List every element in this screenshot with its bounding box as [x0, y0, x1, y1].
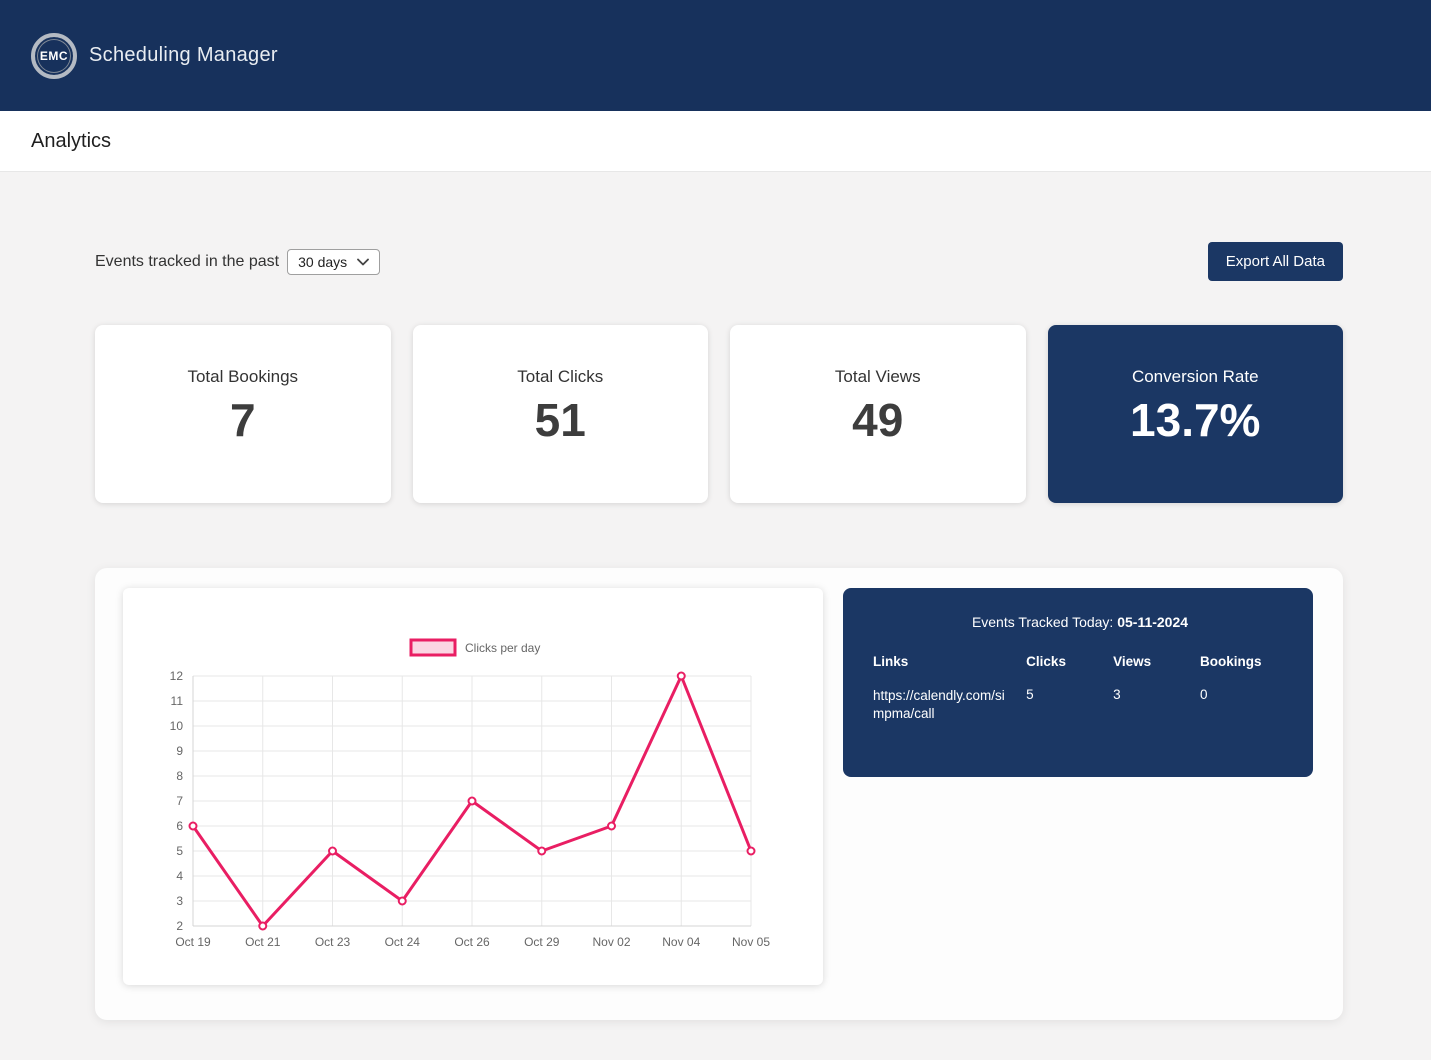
clicks-per-day-chart-card: 2 3 4 5 6 7 8 9 10 11 12 Oct 19 Oct 21 Oct 23 Oct 24 Oc…: [123, 588, 823, 985]
stat-value: 13.7%: [1130, 394, 1261, 446]
svg-text:9: 9: [176, 744, 183, 758]
page-title-bar: Analytics: [0, 111, 1431, 172]
clicks-cell: 5: [1026, 687, 1034, 702]
svg-text:Oct 24: Oct 24: [385, 935, 421, 949]
link-cell: https://calendly.com/simpma/call: [873, 688, 1005, 722]
app-title: Scheduling Manager: [89, 44, 278, 66]
svg-text:Nov 02: Nov 02: [592, 935, 630, 949]
views-cell: 3: [1113, 687, 1121, 702]
svg-text:11: 11: [171, 694, 184, 708]
stats-row: Total Bookings 7 Total Clicks 51 Total V…: [95, 325, 1343, 503]
stat-label: Total Clicks: [517, 367, 604, 386]
stat-label: Total Bookings: [187, 367, 299, 386]
chevron-down-icon: [357, 258, 370, 265]
stat-value: 51: [534, 394, 586, 446]
stat-card-total-views: Total Views 49: [730, 325, 1026, 503]
export-all-data-button[interactable]: Export All Data: [1207, 242, 1343, 281]
svg-text:Nov 05: Nov 05: [732, 935, 770, 949]
events-tracked-today-panel: Events Tracked Today: 05-11-2024 Links C…: [843, 588, 1313, 777]
svg-text:Oct 19: Oct 19: [175, 935, 211, 949]
events-filter-group: Events tracked in the past 30 days: [95, 248, 381, 275]
stat-card-total-bookings: Total Bookings 7: [95, 325, 391, 503]
events-tracked-today-heading: Events Tracked Today: 05-11-2024: [873, 614, 1287, 630]
stat-label: Conversion Rate: [1131, 367, 1259, 386]
svg-text:Clicks per day: Clicks per day: [465, 641, 540, 655]
stat-value: 7: [229, 394, 256, 446]
app-logo: EMC Scheduling Manager: [31, 32, 278, 79]
svg-text:6: 6: [176, 819, 183, 833]
controls-row: Events tracked in the past 30 days Expor…: [95, 242, 1343, 281]
svg-text:2: 2: [176, 919, 183, 933]
stat-card-conversion-rate: Conversion Rate 13.7%: [1047, 325, 1343, 503]
svg-text:Oct 29: Oct 29: [524, 935, 560, 949]
svg-text:Nov 04: Nov 04: [662, 935, 700, 949]
column-header-clicks: Clicks: [1026, 654, 1066, 669]
days-filter-value: 30 days: [298, 253, 348, 270]
bookings-cell: 0: [1200, 687, 1208, 702]
svg-text:10: 10: [170, 719, 184, 733]
svg-text:12: 12: [170, 669, 184, 683]
table-row: https://calendly.com/simpma/call 5 3 0: [873, 687, 1287, 723]
svg-text:Oct 23: Oct 23: [315, 935, 351, 949]
column-header-views: Views: [1113, 654, 1152, 669]
logo-text: EMC: [39, 48, 69, 63]
column-header-bookings: Bookings: [1200, 654, 1262, 669]
page-title: Analytics: [31, 129, 112, 152]
svg-text:Oct 26: Oct 26: [454, 935, 490, 949]
stat-label: Total Views: [834, 367, 921, 386]
stat-card-total-clicks: Total Clicks 51: [412, 325, 708, 503]
app-header: EMC Scheduling Manager: [0, 0, 1431, 111]
svg-text:Oct 21: Oct 21: [245, 935, 281, 949]
svg-text:5: 5: [176, 844, 183, 858]
events-tracked-today-label: Events Tracked Today:: [971, 614, 1118, 630]
svg-text:7: 7: [176, 794, 183, 808]
table-header-row: Links Clicks Views Bookings: [873, 654, 1287, 687]
days-filter-select[interactable]: 30 days: [287, 248, 381, 275]
stat-value: 49: [852, 394, 904, 446]
column-header-links: Links: [873, 654, 909, 669]
events-filter-label: Events tracked in the past: [95, 252, 280, 270]
events-tracked-today-date: 05-11-2024: [1117, 614, 1189, 630]
analytics-panel: 2 3 4 5 6 7 8 9 10 11 12 Oct 19 Oct 21 Oct 23 Oct 24 Oc…: [95, 568, 1343, 1020]
events-tracked-today-table: Links Clicks Views Bookings https://cale…: [873, 654, 1287, 723]
emc-logo-icon: EMC: [31, 32, 77, 79]
svg-text:8: 8: [176, 769, 183, 783]
svg-text:3: 3: [176, 894, 183, 908]
svg-text:4: 4: [176, 869, 183, 883]
clicks-per-day-chart: 2 3 4 5 6 7 8 9 10 11 12 Oct 19 Oct 21 Oct 23 Oct 24 Oc…: [170, 638, 770, 949]
main-content: Events tracked in the past 30 days Expor…: [0, 172, 1431, 1060]
